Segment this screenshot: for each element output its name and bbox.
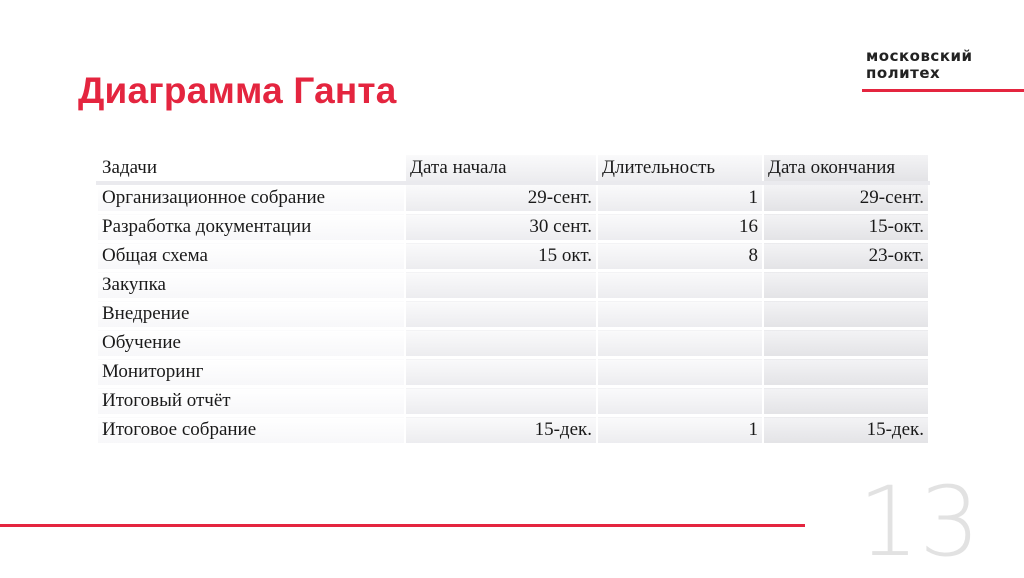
- table-cell: Итоговый отчёт: [96, 386, 406, 417]
- table-cell: 15-дек.: [404, 415, 598, 446]
- table-row: Внедрение: [96, 299, 930, 330]
- table-cell: [596, 270, 764, 301]
- table-cell: [762, 357, 930, 388]
- table-cell: Общая схема: [96, 241, 406, 272]
- table-cell: 29-сент.: [404, 183, 598, 214]
- table-cell: [404, 270, 598, 301]
- table-row: Организационное собрание 29-сент. 1 29-сент…: [96, 183, 930, 214]
- table-cell: [762, 386, 930, 417]
- table-row: Мониторинг: [96, 357, 930, 388]
- table-cell: [404, 328, 598, 359]
- logo-underline: [862, 89, 1024, 92]
- table-cell: Внедрение: [96, 299, 406, 330]
- table-cell: 15-дек.: [762, 415, 930, 446]
- table-cell: [762, 270, 930, 301]
- table-cell: 1: [596, 415, 764, 446]
- table-cell: Мониторинг: [96, 357, 406, 388]
- gantt-table: Задачи Дата начала Длительность Дата оконча…: [96, 155, 930, 446]
- table-cell: [762, 299, 930, 330]
- column-header: Дата начала: [404, 155, 598, 185]
- table-header-row: Задачи Дата начала Длительность Дата оконча…: [96, 155, 930, 185]
- table-cell: [404, 299, 598, 330]
- table-row: Итоговое собрание 15-дек. 1 15-дек.: [96, 415, 930, 446]
- table-cell: Обучение: [96, 328, 406, 359]
- table-cell: [596, 357, 764, 388]
- table-cell: 29-сент.: [762, 183, 930, 214]
- table-row: Общая схема 15 окт. 8 23-окт.: [96, 241, 930, 272]
- table-cell: 8: [596, 241, 764, 272]
- table-cell: 15-окт.: [762, 212, 930, 243]
- column-header: Длительность: [596, 155, 764, 185]
- table-cell: Итоговое собрание: [96, 415, 406, 446]
- table-row: Итоговый отчёт: [96, 386, 930, 417]
- table-cell: 16: [596, 212, 764, 243]
- table-cell: [762, 328, 930, 359]
- column-header: Задачи: [96, 155, 406, 185]
- slide-title: Диаграмма Ганта: [78, 70, 397, 111]
- logo-line-2: политех: [866, 64, 941, 82]
- table-cell: [596, 328, 764, 359]
- table-row: Обучение: [96, 328, 930, 359]
- column-header: Дата окончания: [762, 155, 930, 185]
- table-cell: 30 сент.: [404, 212, 598, 243]
- logo: московский политех: [866, 48, 973, 82]
- table-row: Закупка: [96, 270, 930, 301]
- table-row: Разработка документации 30 сент. 16 15-окт.: [96, 212, 930, 243]
- table-cell: 15 окт.: [404, 241, 598, 272]
- table-cell: 23-окт.: [762, 241, 930, 272]
- table-cell: [404, 386, 598, 417]
- logo-line-1: московский: [866, 47, 973, 65]
- page-number: 13: [858, 466, 981, 578]
- table-cell: [404, 357, 598, 388]
- table-cell: [596, 386, 764, 417]
- bottom-divider: [0, 524, 805, 527]
- table-cell: Организационное собрание: [96, 183, 406, 214]
- table-cell: Закупка: [96, 270, 406, 301]
- table-cell: Разработка документации: [96, 212, 406, 243]
- table-cell: [596, 299, 764, 330]
- table-cell: 1: [596, 183, 764, 214]
